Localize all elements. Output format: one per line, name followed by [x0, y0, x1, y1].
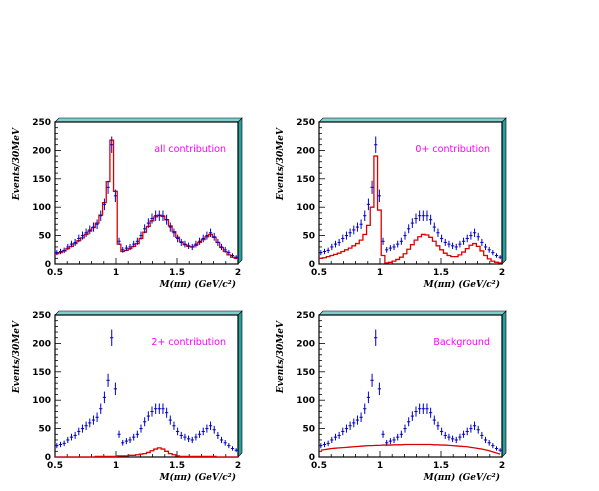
x-tick-label: 2 — [235, 268, 241, 278]
x-tick-label: 1.5 — [433, 461, 449, 471]
panel-3: 0 50 100 150 200 250 0.5 1 1.5 2M(ππ) (GeV/c²) Eve… — [12, 310, 243, 483]
panel-shadow-right — [501, 310, 507, 458]
y-tick-label: 0 — [309, 260, 315, 270]
panel-label: 2+ contribution — [151, 337, 226, 348]
x-tick-label: 2 — [499, 461, 505, 471]
panel-shadow-top — [318, 310, 507, 316]
plot-frame — [54, 314, 239, 458]
y-tick-label: 50 — [38, 232, 51, 242]
panel-shadow-top — [54, 310, 243, 316]
x-tick-label: 0.5 — [47, 461, 63, 471]
y-axis-title: Events/30MeV — [12, 127, 22, 201]
panel-label: all contribution — [154, 144, 226, 155]
y-tick-label: 250 — [296, 311, 315, 321]
y-tick-label: 100 — [296, 396, 315, 406]
x-axis-title: M(ππ) (GeV/c²) — [159, 279, 236, 290]
panel-1: 0 50 100 150 200 250 0.5 1 1.5 2M(ππ) (GeV/c²) Eve… — [12, 117, 243, 290]
y-tick-label: 150 — [296, 368, 315, 378]
panel-2: 0 50 100 150 200 250 0.5 1 1.5 2M(ππ) (GeV/c²) Eve… — [276, 117, 507, 290]
x-tick-label: 2 — [235, 461, 241, 471]
plot-frame — [318, 314, 503, 458]
y-tick-label: 0 — [309, 453, 315, 463]
y-tick-label: 200 — [296, 146, 315, 156]
y-tick-label: 200 — [32, 339, 51, 349]
y-tick-label: 100 — [296, 203, 315, 213]
y-tick-label: 250 — [32, 311, 51, 321]
y-tick-label: 150 — [296, 175, 315, 185]
y-tick-label: 100 — [32, 396, 51, 406]
x-tick-label: 0.5 — [47, 268, 63, 278]
x-tick-label: 1 — [377, 461, 383, 471]
panel-4: 0 50 100 150 200 250 0.5 1 1.5 2M(ππ) (GeV/c²) Eve… — [276, 310, 507, 483]
y-axis-title: Events/30MeV — [276, 127, 286, 201]
x-tick-label: 0.5 — [311, 268, 327, 278]
fit-curve — [55, 447, 238, 457]
x-tick-label: 1 — [377, 268, 383, 278]
x-tick-label: 1.5 — [433, 268, 449, 278]
y-tick-label: 50 — [302, 425, 315, 435]
x-tick-label: 1.5 — [169, 268, 185, 278]
y-tick-label: 250 — [32, 118, 51, 128]
x-tick-label: 2 — [499, 268, 505, 278]
panel-label: Background — [433, 337, 490, 348]
y-tick-label: 250 — [296, 118, 315, 128]
panel-shadow-right — [501, 117, 507, 265]
y-tick-label: 0 — [45, 453, 51, 463]
plot-frame — [54, 121, 239, 265]
y-tick-label: 150 — [32, 368, 51, 378]
fit-curve — [320, 443, 501, 455]
x-tick-label: 1 — [113, 268, 119, 278]
x-tick-label: 1.5 — [169, 461, 185, 471]
y-tick-label: 50 — [38, 425, 51, 435]
panel-label: 0+ contribution — [415, 144, 490, 155]
y-axis-title: Events/30MeV — [12, 320, 22, 394]
fit-curve — [319, 155, 502, 264]
y-tick-label: 150 — [32, 175, 51, 185]
y-tick-label: 0 — [45, 260, 51, 270]
y-tick-label: 200 — [296, 339, 315, 349]
y-tick-label: 100 — [32, 203, 51, 213]
y-axis-title: Events/30MeV — [276, 320, 286, 394]
panel-shadow-right — [237, 310, 243, 458]
y-tick-label: 50 — [302, 232, 315, 242]
x-axis-title: M(ππ) (GeV/c²) — [423, 472, 500, 483]
x-axis-title: M(ππ) (GeV/c²) — [159, 472, 236, 483]
panel-shadow-right — [237, 117, 243, 265]
x-tick-label: 0.5 — [311, 461, 327, 471]
x-axis-title: M(ππ) (GeV/c²) — [423, 279, 500, 290]
x-tick-label: 1 — [113, 461, 119, 471]
plot-frame — [318, 121, 503, 265]
y-tick-label: 200 — [32, 146, 51, 156]
